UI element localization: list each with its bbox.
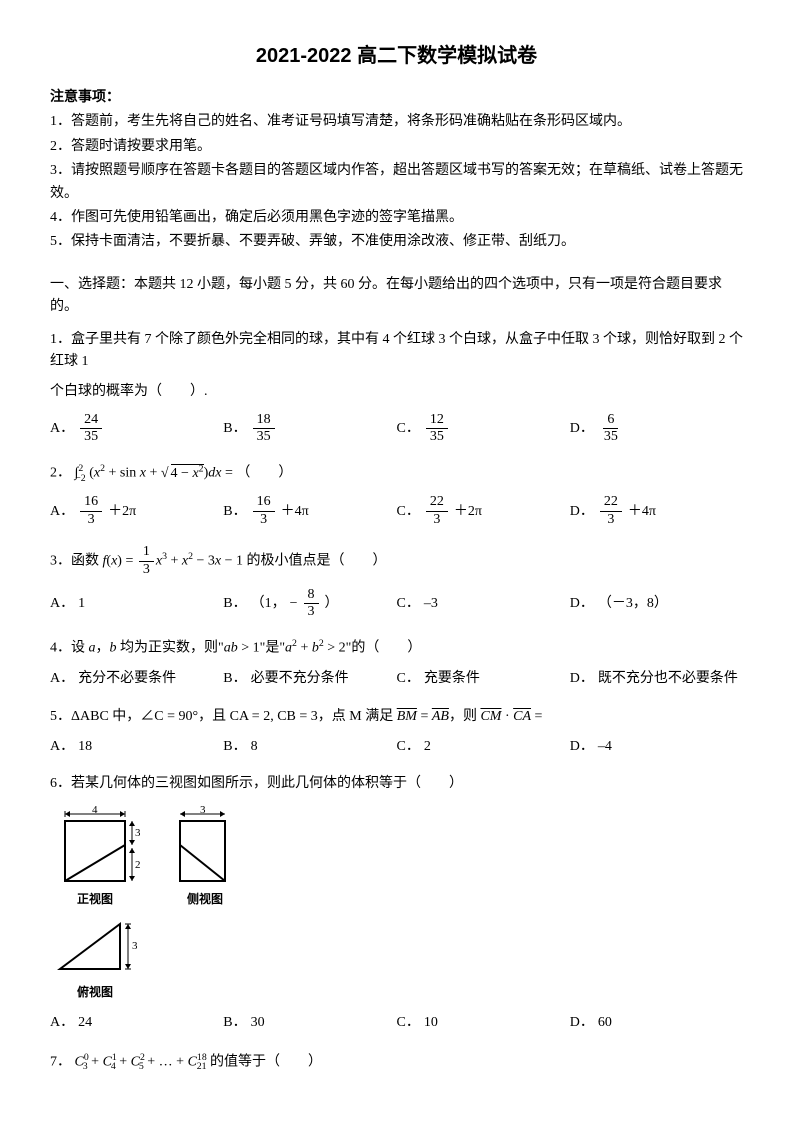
q2-option-c: C．223＋2π — [397, 494, 570, 529]
front-view-svg: 4 3 2 — [50, 806, 140, 886]
side-view-label: 侧视图 — [187, 890, 223, 909]
dim-3a: 3 — [135, 827, 140, 839]
q6-option-a: A．24 — [50, 1012, 223, 1034]
top-view-label: 俯视图 — [77, 983, 113, 1002]
question-3: 3．函数 f(x) = 13x3 + x2 − 3x − 1 的极小值点是（ ）… — [50, 544, 743, 621]
q5-option-d: D．–4 — [570, 736, 743, 758]
q4-option-c: C．充要条件 — [397, 668, 570, 690]
notice-item: 2．答题时请按要求用笔。 — [50, 136, 743, 158]
exam-title: 2021-2022 高二下数学模拟试卷 — [50, 40, 743, 72]
q6-option-d: D．60 — [570, 1012, 743, 1034]
question-6: 6．若某几何体的三视图如图所示，则此几何体的体积等于（ ） 4 — [50, 773, 743, 1034]
side-view-svg: 3 — [170, 806, 240, 886]
q6-text: 6．若某几何体的三视图如图所示，则此几何体的体积等于（ ） — [50, 773, 743, 795]
q1-text-line2: 个白球的概率为（ ）. — [50, 381, 743, 403]
q5-option-a: A．18 — [50, 736, 223, 758]
q6-options: A．24 B．30 C．10 D．60 — [50, 1012, 743, 1034]
q3-option-d: D．（－3，8） — [570, 587, 743, 622]
top-view-group: 3 俯视图 — [50, 919, 140, 1002]
q3-option-a: A．1 — [50, 587, 223, 622]
q3-text: 3．函数 f(x) = 13x3 + x2 − 3x − 1 的极小值点是（ ） — [50, 544, 743, 579]
q5-option-c: C．2 — [397, 736, 570, 758]
q3-options: A．1 B．（1，−83） C．–3 D．（－3，8） — [50, 587, 743, 622]
q7-text: 7． C03 + C14 + C25 + … + C1821 的值等于（ ） — [50, 1050, 743, 1075]
q1-option-c: C．1235 — [397, 412, 570, 447]
front-view-label: 正视图 — [77, 890, 113, 909]
q2-option-a: A．163＋2π — [50, 494, 223, 529]
q1-option-d: D．635 — [570, 412, 743, 447]
question-5: 5．ΔABC 中，∠C = 90°，且 CA = 2, CB = 3，点 M 满… — [50, 706, 743, 759]
dim-3c: 3 — [132, 940, 138, 952]
q6-option-b: B．30 — [223, 1012, 396, 1034]
q4-option-a: A．充分不必要条件 — [50, 668, 223, 690]
top-view-svg: 3 — [50, 919, 140, 979]
notice-block: 注意事项： 1．答题前，考生先将自己的姓名、准考证号码填写清楚，将条形码准确粘贴… — [50, 87, 743, 254]
notice-item: 5．保持卡面清洁，不要折暴、不要弄破、弄皱，不准使用涂改液、修正带、刮纸刀。 — [50, 231, 743, 253]
notice-item: 4．作图可先使用铅笔画出，确定后必须用黑色字迹的签字笔描黑。 — [50, 207, 743, 229]
q4-text: 4．设 a，b 均为正实数，则"ab > 1"是"a2 + b2 > 2"的（ … — [50, 636, 743, 660]
q6-diagrams-2: 3 俯视图 — [50, 919, 743, 1002]
q1-options: A．2435 B．1835 C．1235 D．635 — [50, 412, 743, 447]
q3-option-b: B．（1，−83） — [223, 587, 396, 622]
dim-4: 4 — [92, 806, 98, 816]
q3-option-c: C．–3 — [397, 587, 570, 622]
notice-header: 注意事项： — [50, 87, 743, 109]
q2-option-d: D．223＋4π — [570, 494, 743, 529]
notice-item: 3．请按照题号顺序在答题卡各题目的答题区域内作答，超出答题区域书写的答案无效；在… — [50, 160, 743, 205]
notice-item: 1．答题前，考生先将自己的姓名、准考证号码填写清楚，将条形码准确粘贴在条形码区域… — [50, 111, 743, 133]
question-4: 4．设 a，b 均为正实数，则"ab > 1"是"a2 + b2 > 2"的（ … — [50, 636, 743, 690]
question-7: 7． C03 + C14 + C25 + … + C1821 的值等于（ ） — [50, 1050, 743, 1075]
q6-option-c: C．10 — [397, 1012, 570, 1034]
side-view-group: 3 侧视图 — [170, 806, 240, 909]
q4-options: A．充分不必要条件 B．必要不充分条件 C．充要条件 D．既不充分也不必要条件 — [50, 668, 743, 690]
q5-options: A．18 B．8 C．2 D．–4 — [50, 736, 743, 758]
question-1: 1．盒子里共有 7 个除了颜色外完全相同的球，其中有 4 个红球 3 个白球，从… — [50, 329, 743, 447]
front-view-group: 4 3 2 正视图 — [50, 806, 140, 909]
dim-3b: 3 — [200, 806, 206, 816]
q2-options: A．163＋2π B．163＋4π C．223＋2π D．223＋4π — [50, 494, 743, 529]
dim-2: 2 — [135, 859, 140, 871]
q4-option-d: D．既不充分也不必要条件 — [570, 668, 743, 690]
section-1-header: 一、选择题：本题共 12 小题，每小题 5 分，共 60 分。在每小题给出的四个… — [50, 274, 743, 319]
q6-diagrams: 4 3 2 正视图 — [50, 806, 743, 909]
q1-option-a: A．2435 — [50, 412, 223, 447]
q2-text: 2． ∫2−2 (x2 + sin x + 4 − x2)dx = （ ） — [50, 461, 743, 486]
q2-option-b: B．163＋4π — [223, 494, 396, 529]
q1-text-line1: 1．盒子里共有 7 个除了颜色外完全相同的球，其中有 4 个红球 3 个白球，从… — [50, 329, 743, 374]
q5-text: 5．ΔABC 中，∠C = 90°，且 CA = 2, CB = 3，点 M 满… — [50, 706, 743, 728]
q4-option-b: B．必要不充分条件 — [223, 668, 396, 690]
question-2: 2． ∫2−2 (x2 + sin x + 4 − x2)dx = （ ） A．… — [50, 461, 743, 529]
q1-option-b: B．1835 — [223, 412, 396, 447]
q5-option-b: B．8 — [223, 736, 396, 758]
